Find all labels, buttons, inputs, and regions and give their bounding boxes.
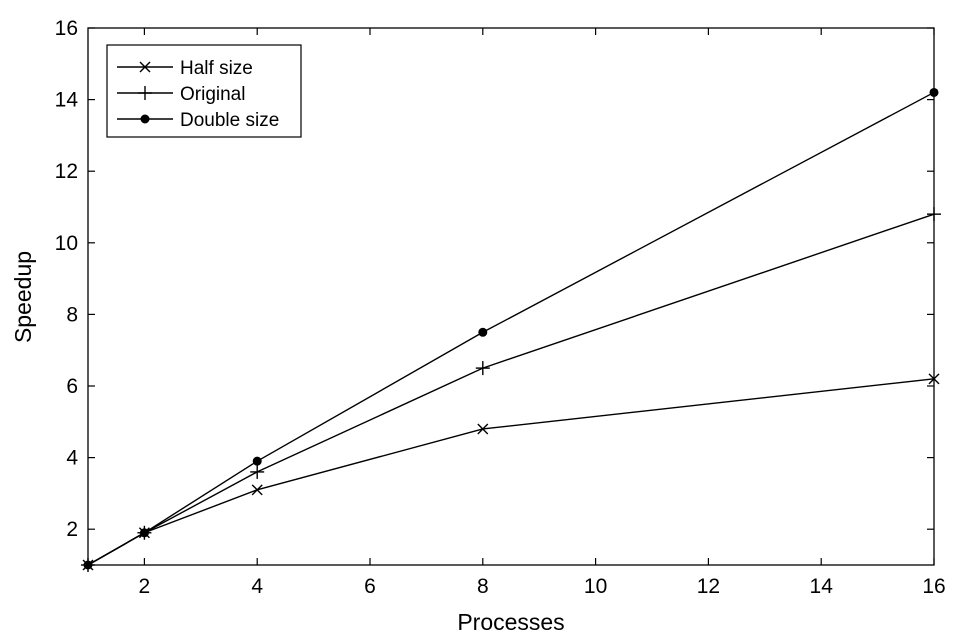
x-tick-label: 14	[810, 575, 834, 598]
legend-box	[106, 44, 302, 138]
legend-label-half-size: Half size	[180, 58, 253, 79]
y-axis-title: Speedup	[10, 251, 36, 343]
y-tick-label: 10	[55, 232, 78, 255]
legend-marker-original	[138, 86, 152, 100]
data-point-double-size	[929, 87, 939, 97]
series-half-size	[82, 373, 940, 571]
series-line-original	[87, 213, 935, 566]
data-point-original	[475, 361, 490, 376]
legend-marker-double-size	[140, 114, 150, 124]
x-tick-label: 16	[922, 575, 945, 598]
x-tick-label: 4	[251, 575, 263, 598]
legend: Half size Original Double size	[106, 44, 302, 138]
series-line-half-size	[87, 378, 935, 566]
legend-marker-half-size	[139, 61, 151, 73]
y-tick-label: 6	[66, 375, 78, 398]
plot-frame	[87, 27, 935, 566]
y-tick-label: 14	[55, 89, 79, 112]
x-tick-label: 12	[697, 575, 720, 598]
y-tick-label: 8	[66, 303, 78, 326]
x-tick-label: 8	[477, 575, 489, 598]
y-tick-label: 4	[66, 447, 78, 470]
y-tick-label: 2	[66, 518, 78, 541]
data-point-original	[927, 207, 941, 222]
x-tick-label: 6	[364, 575, 376, 598]
data-point-half-size	[251, 484, 263, 496]
data-point-half-size	[928, 373, 940, 385]
legend-label-double-size: Double size	[180, 110, 279, 131]
data-point-double-size	[83, 560, 93, 570]
series-double-size	[83, 87, 939, 570]
x-tick-label: 2	[139, 575, 151, 598]
data-point-original	[250, 464, 265, 479]
data-point-half-size	[477, 423, 489, 435]
series-original	[81, 207, 941, 572]
y-tick-label: 12	[55, 160, 78, 183]
data-point-double-size	[478, 327, 488, 337]
x-tick-label: 10	[584, 575, 607, 598]
data-point-double-size	[252, 456, 262, 466]
legend-label-original: Original	[180, 84, 245, 105]
data-point-double-size	[139, 528, 149, 538]
x-axis-title: Processes	[457, 609, 564, 635]
y-tick-label: 16	[55, 17, 78, 40]
